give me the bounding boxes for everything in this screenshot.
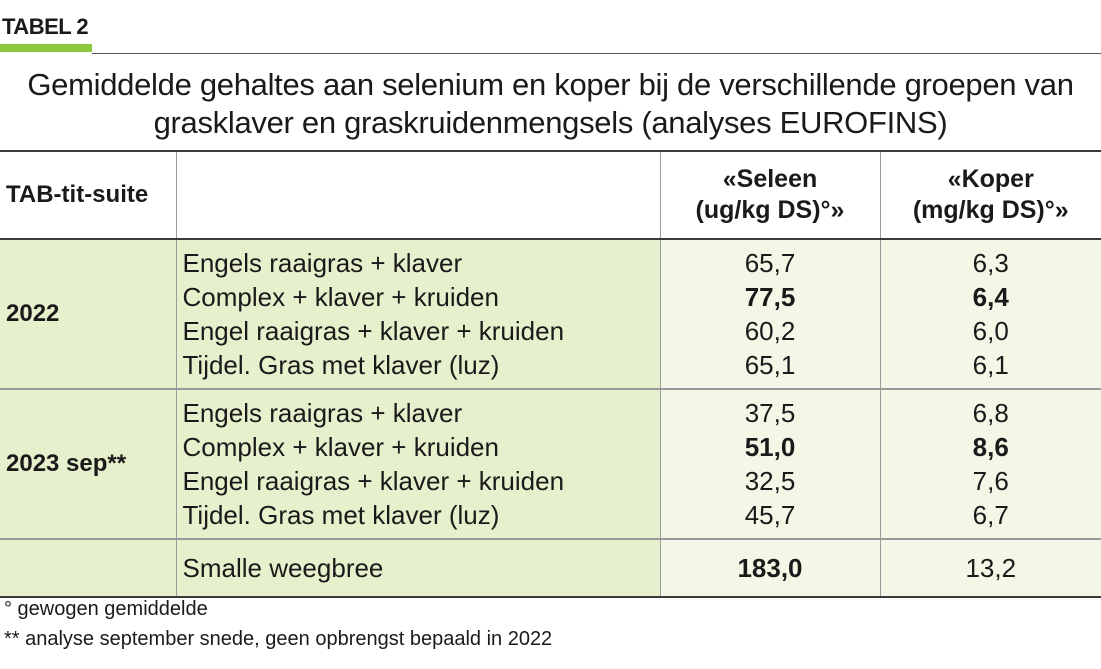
group-koper-values: 6,8 8,6 7,6 6,7: [879, 389, 1101, 540]
row-name: Complex + klaver + kruiden: [182, 432, 499, 462]
group-row-2022: 2022 Engels raaigras + klaver Complex + …: [0, 239, 1101, 390]
group-koper-values: 6,3 6,4 6,0 6,1: [879, 239, 1101, 390]
koper-value: 7,6: [972, 466, 1009, 496]
row-name: Engel raaigras + klaver + kruiden: [182, 316, 565, 346]
last-row-name: Smalle weegbree: [175, 539, 660, 598]
header-col-name: [175, 150, 660, 240]
last-row-seleen: 183,0: [659, 539, 880, 598]
header-seleen-line2: (ug/kg DS)°»: [695, 196, 845, 224]
koper-value: 6,8: [972, 398, 1009, 428]
group-year: 2022: [0, 239, 176, 390]
row-name: Tijdel. Gras met klaver (luz): [182, 350, 500, 380]
koper-value: 6,0: [972, 316, 1009, 346]
row-name: Engels raaigras + klaver: [182, 248, 463, 278]
seleen-value: 37,5: [744, 398, 796, 428]
koper-value-highlight: 8,6: [972, 432, 1009, 462]
row-name: Tijdel. Gras met klaver (luz): [182, 500, 500, 530]
footnote-weighted-average: ° gewogen gemiddelde: [4, 598, 208, 620]
table-title: Gemiddelde gehaltes aan selenium en kope…: [0, 66, 1101, 142]
header-koper-line2: (mg/kg DS)°»: [912, 196, 1069, 224]
row-name: Engels raaigras + klaver: [182, 398, 463, 428]
group-names: Engels raaigras + klaver Complex + klave…: [175, 389, 660, 540]
header-col-seleen: «Seleen (ug/kg DS)°»: [659, 150, 880, 240]
header-row: TAB-tit-suite «Seleen (ug/kg DS)°» «Kope…: [0, 150, 1101, 240]
seleen-value: 32,5: [744, 466, 796, 496]
seleen-value-highlight: 51,0: [744, 432, 796, 462]
row-name: Complex + klaver + kruiden: [182, 282, 499, 312]
koper-value: 6,1: [972, 350, 1009, 380]
seleen-value: 65,7: [744, 248, 796, 278]
title-line-2: grasklaver en graskruidenmengsels (analy…: [153, 105, 948, 140]
koper-value: 6,7: [972, 500, 1009, 530]
footnote-september-analysis: ** analyse september snede, geen opbreng…: [4, 628, 553, 650]
header-seleen-line1: «Seleen: [722, 165, 818, 193]
group-names: Engels raaigras + klaver Complex + klave…: [175, 239, 660, 390]
koper-value: 6,3: [972, 248, 1009, 278]
koper-value-highlight: 6,4: [972, 282, 1009, 312]
seleen-value: 60,2: [744, 316, 796, 346]
last-row-koper: 13,2: [879, 539, 1101, 598]
label-underline-accent: [0, 44, 92, 52]
seleen-value: 45,7: [744, 500, 796, 530]
data-table: TAB-tit-suite «Seleen (ug/kg DS)°» «Kope…: [0, 150, 1101, 598]
header-col-koper: «Koper (mg/kg DS)°»: [879, 150, 1101, 240]
group-row-2023: 2023 sep** Engels raaigras + klaver Comp…: [0, 389, 1101, 540]
seleen-value: 65,1: [744, 350, 796, 380]
row-smalle-weegbree: Smalle weegbree 183,0 13,2: [0, 539, 1101, 598]
group-seleen-values: 65,7 77,5 60,2 65,1: [659, 239, 880, 390]
header-col-year: TAB-tit-suite: [0, 150, 176, 240]
header-koper-line1: «Koper: [947, 165, 1034, 193]
table-label: TABEL 2: [2, 14, 89, 39]
title-line-1: Gemiddelde gehaltes aan selenium en kope…: [27, 67, 1074, 102]
last-row-year: [0, 539, 176, 598]
group-seleen-values: 37,5 51,0 32,5 45,7: [659, 389, 880, 540]
seleen-value-highlight: 77,5: [744, 282, 796, 312]
top-rule: [92, 53, 1101, 54]
group-year: 2023 sep**: [0, 389, 176, 540]
row-name: Engel raaigras + klaver + kruiden: [182, 466, 565, 496]
